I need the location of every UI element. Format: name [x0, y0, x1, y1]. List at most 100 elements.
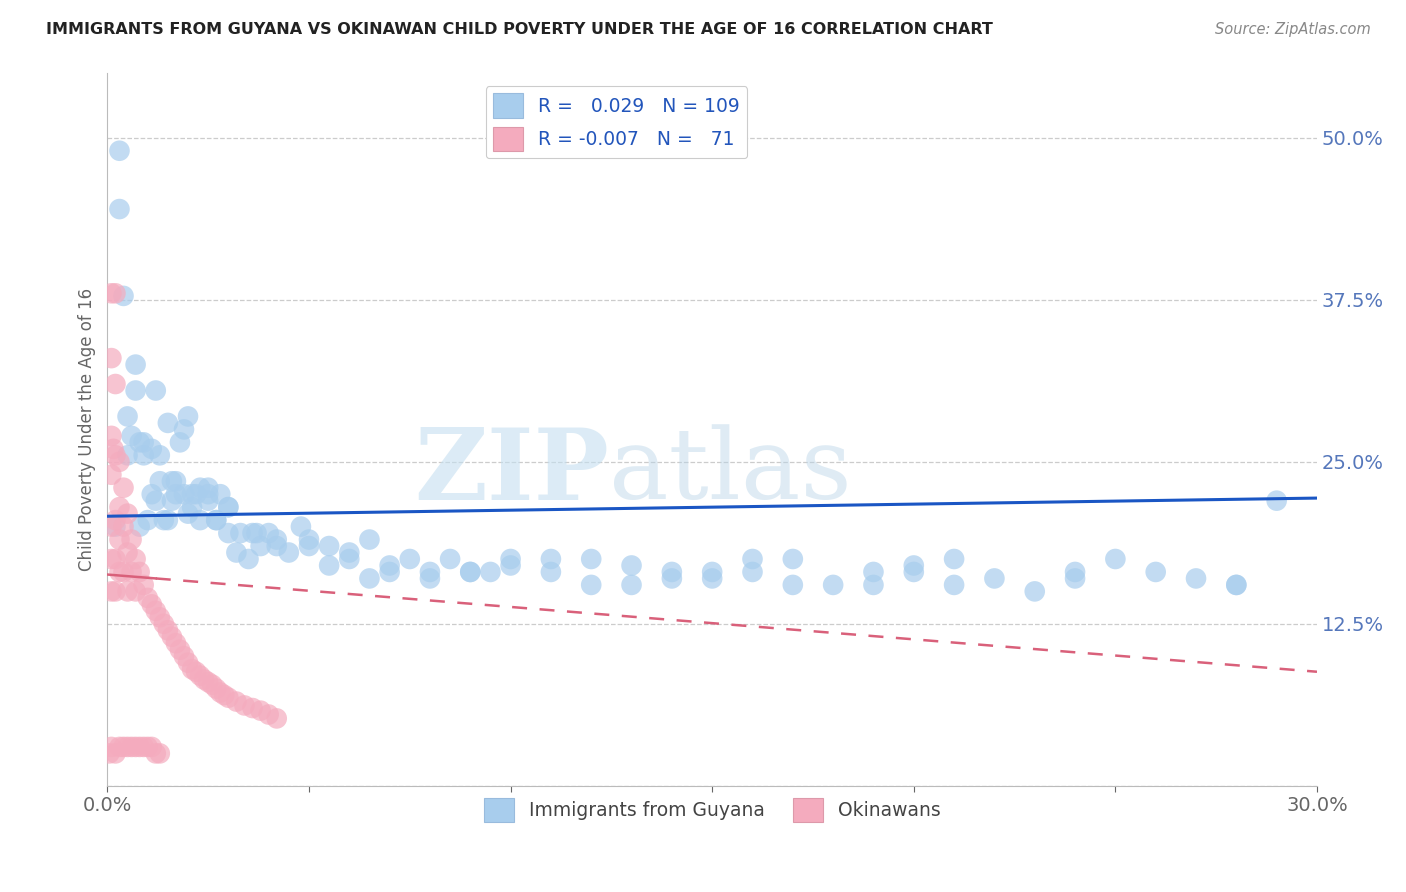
Point	[197, 493, 219, 508]
Point	[160, 474, 183, 488]
Point	[108, 565, 131, 579]
Point	[188, 481, 211, 495]
Point	[205, 513, 228, 527]
Point	[257, 526, 280, 541]
Point	[620, 558, 643, 573]
Point	[205, 513, 228, 527]
Point	[112, 289, 135, 303]
Point	[100, 552, 122, 566]
Point	[439, 552, 461, 566]
Point	[100, 739, 122, 754]
Point	[479, 565, 502, 579]
Point	[249, 539, 271, 553]
Point	[188, 668, 211, 682]
Point	[117, 409, 139, 424]
Point	[741, 565, 763, 579]
Point	[782, 578, 804, 592]
Point	[197, 675, 219, 690]
Point	[903, 558, 925, 573]
Point	[145, 747, 167, 761]
Point	[181, 662, 204, 676]
Point	[128, 565, 150, 579]
Point	[359, 533, 381, 547]
Point	[121, 429, 143, 443]
Point	[242, 701, 264, 715]
Point	[184, 487, 207, 501]
Point	[117, 584, 139, 599]
Point	[156, 416, 179, 430]
Point	[257, 707, 280, 722]
Point	[337, 545, 360, 559]
Point	[661, 565, 683, 579]
Point	[378, 565, 401, 579]
Point	[201, 678, 224, 692]
Point	[266, 711, 288, 725]
Point	[209, 685, 232, 699]
Point	[112, 481, 135, 495]
Point	[108, 500, 131, 515]
Point	[160, 630, 183, 644]
Point	[149, 610, 172, 624]
Point	[173, 649, 195, 664]
Point	[1225, 578, 1247, 592]
Point	[98, 747, 121, 761]
Point	[903, 565, 925, 579]
Point	[124, 552, 146, 566]
Point	[217, 500, 239, 515]
Point	[823, 578, 845, 592]
Point	[165, 636, 187, 650]
Point	[117, 739, 139, 754]
Point	[145, 384, 167, 398]
Point	[419, 565, 441, 579]
Point	[156, 513, 179, 527]
Point	[181, 500, 204, 515]
Point	[128, 519, 150, 533]
Point	[165, 487, 187, 501]
Point	[100, 286, 122, 301]
Point	[108, 202, 131, 216]
Point	[225, 545, 247, 559]
Point	[233, 698, 256, 713]
Point	[104, 747, 127, 761]
Point	[103, 442, 125, 456]
Point	[741, 552, 763, 566]
Point	[117, 507, 139, 521]
Point	[104, 552, 127, 566]
Point	[153, 616, 176, 631]
Point	[337, 552, 360, 566]
Point	[136, 513, 159, 527]
Point	[1225, 578, 1247, 592]
Point	[205, 681, 228, 696]
Point	[378, 558, 401, 573]
Point	[128, 739, 150, 754]
Point	[132, 435, 155, 450]
Point	[579, 552, 602, 566]
Point	[112, 739, 135, 754]
Point	[298, 539, 321, 553]
Point	[943, 578, 966, 592]
Point	[419, 571, 441, 585]
Point	[124, 584, 146, 599]
Text: atlas: atlas	[609, 425, 852, 520]
Point	[104, 513, 127, 527]
Point	[117, 545, 139, 559]
Point	[100, 467, 122, 482]
Point	[197, 487, 219, 501]
Point	[1144, 565, 1167, 579]
Point	[540, 552, 562, 566]
Point	[266, 539, 288, 553]
Point	[1024, 584, 1046, 599]
Point	[121, 533, 143, 547]
Point	[209, 487, 232, 501]
Point	[160, 493, 183, 508]
Point	[398, 552, 420, 566]
Point	[104, 519, 127, 533]
Point	[177, 656, 200, 670]
Point	[197, 481, 219, 495]
Point	[100, 429, 122, 443]
Point	[108, 739, 131, 754]
Point	[149, 474, 172, 488]
Point	[149, 747, 172, 761]
Point	[141, 739, 163, 754]
Text: Source: ZipAtlas.com: Source: ZipAtlas.com	[1215, 22, 1371, 37]
